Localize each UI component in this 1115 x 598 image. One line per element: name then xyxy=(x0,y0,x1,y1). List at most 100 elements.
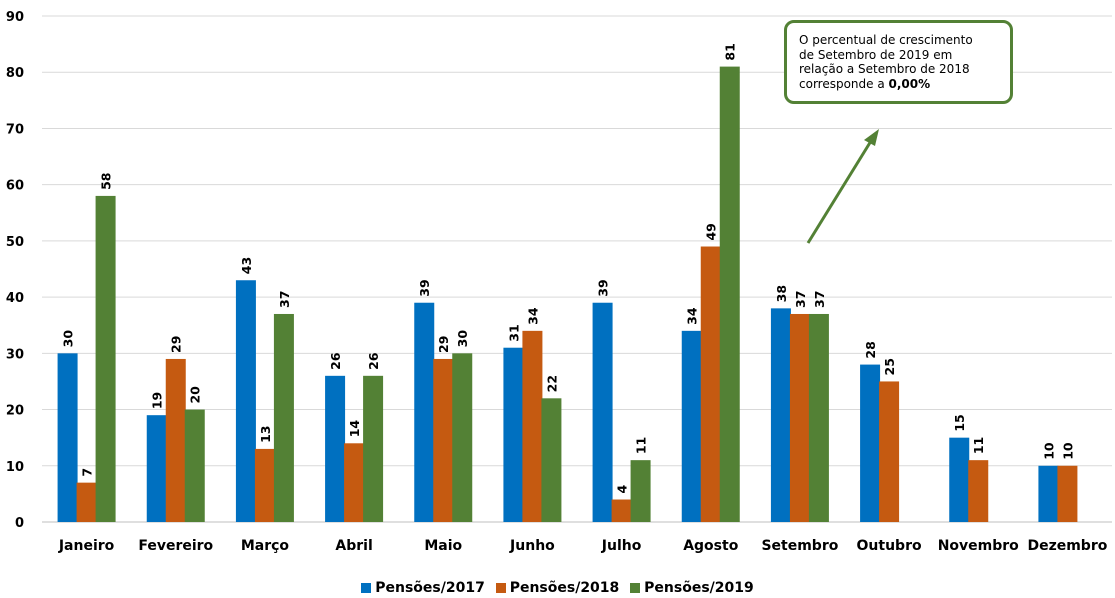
data-label: 34 xyxy=(685,307,700,325)
y-tick-label: 30 xyxy=(6,347,24,362)
bar xyxy=(681,330,702,522)
data-label: 39 xyxy=(417,279,432,296)
data-label: 19 xyxy=(150,392,165,409)
bar xyxy=(452,353,473,522)
annotation-line-3: relação a Setembro de 2018 xyxy=(799,62,970,76)
category-label: Fevereiro xyxy=(138,538,213,554)
bar xyxy=(1038,465,1059,522)
category-label: Junho xyxy=(509,538,555,554)
arrow-shaft xyxy=(806,140,873,244)
data-label: 81 xyxy=(723,43,738,60)
y-tick-label: 70 xyxy=(6,122,24,137)
arrow-head xyxy=(864,129,879,146)
data-label: 31 xyxy=(506,324,521,341)
bar xyxy=(808,313,829,522)
bar xyxy=(235,280,256,522)
annotation-arrow xyxy=(806,129,879,244)
annotation-line-2: de Setembro de 2019 em xyxy=(799,47,953,62)
data-label: 28 xyxy=(863,341,878,358)
bar xyxy=(414,302,435,522)
bar xyxy=(273,313,294,522)
y-tick-label: 20 xyxy=(6,404,24,419)
y-tick-label: 40 xyxy=(6,291,24,306)
data-label: 10 xyxy=(1060,442,1075,460)
data-label: 34 xyxy=(525,307,540,325)
data-label: 4 xyxy=(615,485,630,494)
bar xyxy=(254,448,275,522)
legend-swatch-2018 xyxy=(495,583,506,593)
data-label: 11 xyxy=(634,437,649,454)
bar xyxy=(968,460,989,522)
data-label: 39 xyxy=(596,279,611,296)
annotation-line-1: O percentual de crescimento xyxy=(799,33,973,47)
bar xyxy=(165,358,186,522)
data-label: 20 xyxy=(188,386,203,404)
bar xyxy=(860,364,881,522)
category-label: Julho xyxy=(601,538,642,554)
legend: Pensões/2017 Pensões/2018 Pensões/2019 xyxy=(0,580,1115,597)
data-label: 49 xyxy=(704,223,719,240)
data-label: 11 xyxy=(971,437,986,454)
category-label: Março xyxy=(241,538,290,554)
bar xyxy=(541,398,562,522)
bars xyxy=(57,66,1078,522)
bar xyxy=(770,308,791,522)
bar xyxy=(949,437,970,522)
legend-label-2017: Pensões/2017 xyxy=(375,580,485,596)
gridlines xyxy=(42,15,1112,467)
legend-swatch-2017 xyxy=(361,583,372,593)
bar xyxy=(789,313,810,522)
data-label: 29 xyxy=(169,336,184,353)
annotation-percent: 0,00% xyxy=(888,76,931,91)
data-label: 30 xyxy=(455,330,470,348)
axes: 0 10 20 30 40 50 60 70 80 90 Janeiro Fevereiro Março… xyxy=(6,10,1112,554)
bar xyxy=(879,381,900,522)
legend-swatch-2019 xyxy=(630,583,641,593)
bar xyxy=(522,330,543,522)
y-tick-label: 60 xyxy=(6,179,24,194)
bar xyxy=(184,409,205,522)
data-label: 29 xyxy=(436,336,451,353)
data-label: 43 xyxy=(239,257,254,274)
bar xyxy=(344,443,365,522)
annotation-line-4-prefix: corresponde a xyxy=(799,76,889,91)
data-label: 14 xyxy=(347,420,362,438)
annotation-line-4: corresponde a 0,00% xyxy=(799,77,998,92)
category-label: Janeiro xyxy=(58,538,115,554)
data-label: 26 xyxy=(328,352,343,370)
bar xyxy=(719,66,740,522)
y-tick-label: 0 xyxy=(15,516,24,531)
bar xyxy=(630,460,651,522)
category-label: Novembro xyxy=(938,538,1019,554)
data-label: 30 xyxy=(61,330,76,348)
data-label: 37 xyxy=(277,291,292,308)
data-label: 22 xyxy=(544,375,559,392)
legend-label-2019: Pensões/2019 xyxy=(644,580,754,596)
data-label: 10 xyxy=(1041,442,1056,460)
data-label: 15 xyxy=(952,414,967,431)
data-label: 26 xyxy=(366,352,381,370)
bar xyxy=(611,499,632,522)
bar xyxy=(433,358,454,522)
legend-item-2017: Pensões/2017 xyxy=(361,580,485,596)
bar xyxy=(592,302,613,522)
bar xyxy=(146,415,167,522)
bar xyxy=(76,482,97,522)
data-label: 37 xyxy=(793,291,808,308)
bar xyxy=(1057,465,1078,522)
data-label: 7 xyxy=(80,468,95,477)
y-tick-label: 50 xyxy=(6,235,24,250)
data-label: 37 xyxy=(812,291,827,308)
category-label: Agosto xyxy=(683,538,739,554)
category-label: Setembro xyxy=(761,538,838,554)
legend-label-2018: Pensões/2018 xyxy=(509,580,620,596)
legend-item-2018: Pensões/2018 xyxy=(495,580,620,596)
data-label: 58 xyxy=(99,173,114,190)
category-label: Abril xyxy=(335,538,372,554)
legend-item-2019: Pensões/2019 xyxy=(630,580,754,596)
data-label: 25 xyxy=(882,358,897,375)
category-label: Dezembro xyxy=(1027,538,1107,554)
bar xyxy=(325,375,346,522)
bar xyxy=(363,375,384,522)
